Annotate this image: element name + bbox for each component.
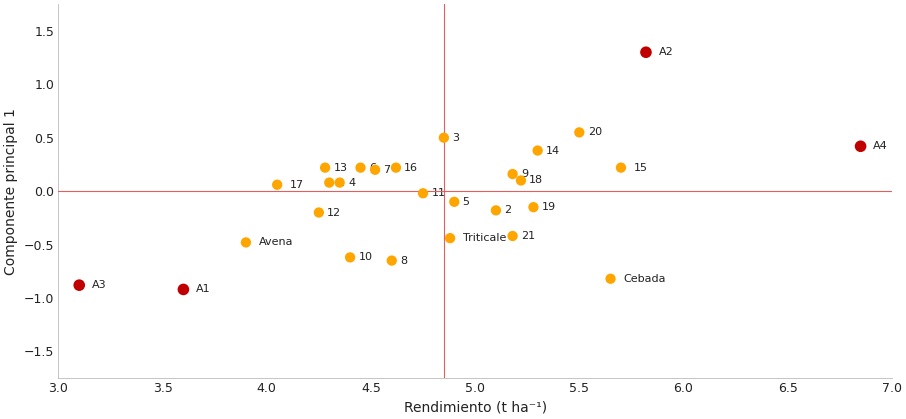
Text: 12: 12 [327, 207, 342, 217]
Text: Avena: Avena [258, 238, 293, 248]
Point [526, 204, 541, 210]
Text: 14: 14 [546, 145, 560, 155]
Point [506, 233, 520, 239]
Text: 21: 21 [521, 231, 535, 241]
Text: 20: 20 [588, 127, 602, 137]
Point [506, 171, 520, 177]
Text: 9: 9 [521, 169, 528, 179]
Text: 6: 6 [369, 163, 376, 173]
Text: 8: 8 [400, 256, 407, 266]
Point [530, 147, 545, 154]
Point [488, 207, 503, 214]
Text: 10: 10 [359, 252, 372, 262]
Point [353, 164, 368, 171]
Text: 7: 7 [383, 165, 390, 175]
Text: 19: 19 [542, 202, 556, 212]
Text: 3: 3 [452, 133, 459, 143]
Text: Cebada: Cebada [623, 274, 666, 284]
Point [312, 209, 326, 216]
Text: 5: 5 [463, 197, 469, 207]
Point [603, 275, 618, 282]
Text: 2: 2 [505, 205, 511, 215]
Text: A4: A4 [873, 141, 888, 151]
Text: 16: 16 [404, 163, 419, 173]
Text: A1: A1 [196, 285, 210, 295]
Point [322, 179, 336, 186]
Point [853, 143, 868, 150]
Text: 11: 11 [431, 188, 446, 198]
Text: 13: 13 [333, 163, 347, 173]
Point [447, 199, 461, 205]
Point [443, 235, 458, 241]
Text: 18: 18 [529, 176, 544, 186]
Point [384, 257, 399, 264]
Text: Triticale: Triticale [463, 233, 506, 243]
Point [613, 164, 628, 171]
Text: A2: A2 [659, 47, 673, 57]
Y-axis label: Componente principal 1: Componente principal 1 [5, 108, 18, 274]
Point [389, 164, 403, 171]
Point [333, 179, 347, 186]
Point [238, 239, 253, 246]
Text: 15: 15 [633, 163, 648, 173]
Point [514, 177, 528, 184]
Point [437, 134, 451, 141]
Point [270, 181, 284, 188]
Point [639, 49, 653, 56]
Text: 17: 17 [290, 180, 304, 190]
Point [176, 286, 190, 293]
Point [72, 282, 86, 289]
Point [318, 164, 333, 171]
Point [342, 254, 357, 261]
X-axis label: Rendimiento (t ha⁻¹): Rendimiento (t ha⁻¹) [403, 401, 546, 415]
Text: 4: 4 [348, 178, 355, 188]
Point [416, 190, 430, 197]
Point [368, 166, 382, 173]
Text: A3: A3 [92, 280, 106, 290]
Point [572, 129, 586, 136]
Text: 1: 1 [338, 178, 344, 188]
